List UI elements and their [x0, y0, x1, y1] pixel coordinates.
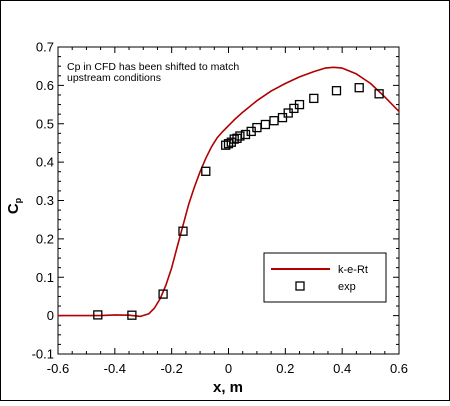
exp-data-point: [331, 86, 342, 96]
x-tick-label: 0.6: [390, 361, 408, 376]
exp-data-point: [240, 129, 251, 140]
series-line-k-e-rt: [58, 66, 399, 318]
exp-data-point: [127, 310, 137, 320]
y-tick-label: 0.1: [36, 270, 54, 285]
x-tick-label: -0.2: [160, 361, 182, 376]
x-axis-title: x, m: [213, 379, 243, 396]
x-tick-label: -0.4: [104, 361, 126, 376]
y-tick-label: -0.1: [32, 347, 54, 362]
exp-data-point: [354, 83, 364, 93]
legend-label-k-e-rt: k-e-Rt: [338, 264, 368, 276]
x-tick-labels: -0.6 -0.4 -0.2 0 0.2 0.4 0.6: [47, 361, 408, 376]
annotation-line-1: Cp in CFD has been shifted to match: [67, 61, 239, 73]
exp-data-point: [221, 140, 231, 150]
legend: k-e-Rt exp: [263, 252, 387, 303]
legend-box: [263, 252, 387, 303]
y-tick-label: 0.7: [36, 40, 54, 55]
x-tick-label: 0: [225, 361, 232, 376]
y-tick-label: 0.3: [36, 193, 54, 208]
x-tick-label: 0.4: [333, 361, 351, 376]
legend-label-exp: exp: [338, 281, 356, 293]
exp-data-point: [201, 166, 211, 176]
y-tick-label: 0.2: [36, 231, 54, 246]
y-axis-title-main: C: [5, 203, 22, 214]
x-tick-label: -0.6: [47, 361, 69, 376]
series-exp: [93, 83, 384, 320]
legend-marker-swatch: [295, 281, 305, 291]
y-axis-title: Cp: [5, 197, 23, 214]
exp-data-point: [158, 289, 168, 299]
y-tick-label: 0.6: [36, 78, 54, 93]
y-tick-labels: -0.1 0 0.1 0.2 0.3 0.4 0.5 0.6 0.7: [32, 40, 54, 362]
y-axis-title-sub: p: [13, 197, 23, 203]
y-tick-label: 0.4: [36, 155, 54, 170]
exp-data-point: [178, 226, 188, 236]
y-tick-label: 0: [47, 308, 54, 323]
y-tick-label: 0.5: [36, 116, 54, 131]
exp-data-point: [294, 99, 305, 110]
annotation-line-2: upstream conditions: [67, 72, 161, 84]
svg-text:Cp: Cp: [5, 197, 23, 214]
x-tick-label: 0.2: [276, 361, 294, 376]
tick-marks: [57, 46, 400, 355]
exp-data-point: [235, 131, 245, 141]
series-k-e-rt: [58, 66, 399, 318]
exp-data-point: [309, 93, 319, 104]
exp-data-point: [93, 310, 103, 320]
exp-data-point: [374, 89, 384, 99]
exp-data-point: [229, 134, 239, 144]
